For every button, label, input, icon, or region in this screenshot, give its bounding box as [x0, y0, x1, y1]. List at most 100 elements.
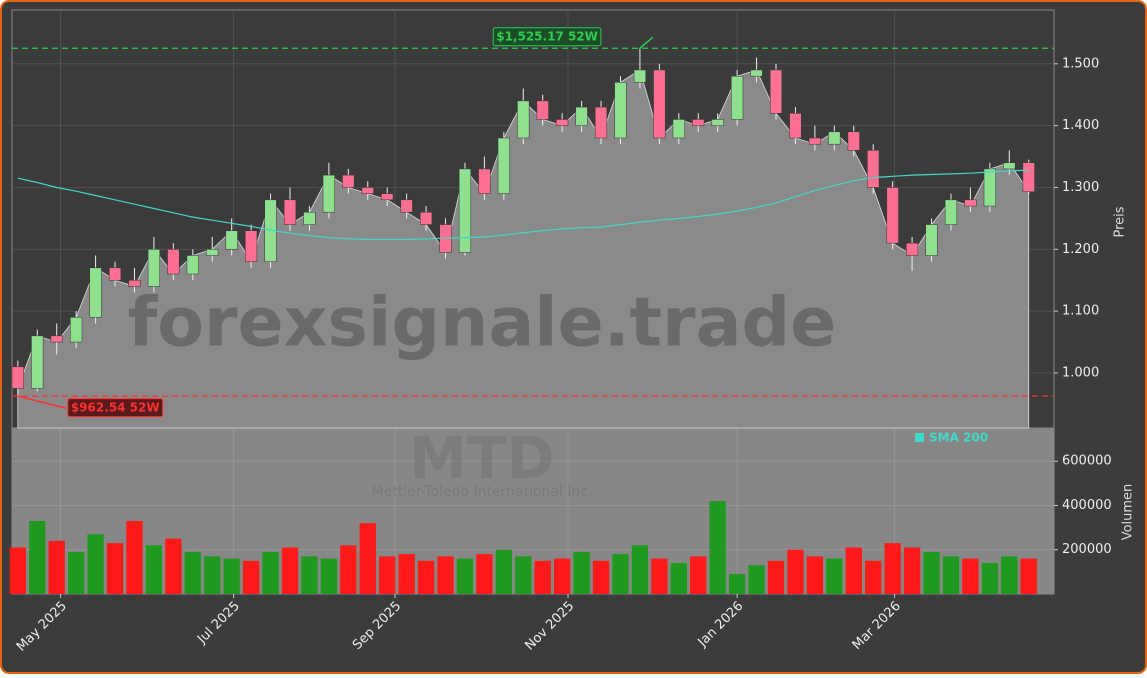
candle-body — [556, 119, 569, 126]
watermark: forexsignale.trade — [128, 284, 837, 363]
candle-body — [944, 199, 958, 225]
candle-body — [886, 187, 899, 244]
volume-bar — [884, 543, 901, 594]
annotation-arrow — [17, 395, 67, 409]
volume-bar — [204, 556, 221, 594]
candle-body — [89, 267, 102, 318]
candle-body — [283, 199, 297, 225]
candle-body — [925, 224, 938, 256]
volume-bar — [126, 520, 143, 594]
y-tick-label: 1.000 — [1062, 365, 1099, 380]
volume-bar — [767, 560, 785, 594]
y-tick-label: 1.200 — [1062, 242, 1099, 257]
candle-body — [906, 242, 919, 256]
candle-body — [31, 335, 44, 389]
candle-body — [1003, 162, 1016, 170]
volume-bar — [806, 556, 824, 594]
candle-body — [303, 211, 316, 225]
candle-body — [225, 230, 238, 250]
volume-bar — [223, 558, 240, 594]
volume-bar — [398, 554, 415, 594]
volume-bar — [962, 558, 979, 594]
volume-bar — [476, 554, 493, 594]
volume-bar — [748, 565, 765, 594]
candle-body — [206, 249, 219, 256]
volume-bar — [845, 547, 862, 594]
y-tick-label: 1.300 — [1062, 180, 1099, 195]
y-tick-label: 1.400 — [1062, 118, 1099, 133]
volume-bar — [573, 551, 590, 594]
annotation-label: $1,525.17 52W — [496, 30, 598, 44]
candle-body — [575, 106, 588, 126]
volume-bar — [106, 543, 124, 594]
candle-body — [108, 267, 122, 281]
volume-bar — [320, 558, 338, 594]
candle-body — [983, 168, 996, 207]
volume-bar — [262, 551, 279, 594]
volume-bar — [1001, 556, 1018, 594]
candle-body — [458, 168, 472, 253]
candle-body — [672, 119, 685, 139]
volume-bar — [379, 556, 396, 594]
annotation-label: $962.54 52W — [71, 401, 160, 415]
y-tick-label: 1.100 — [1062, 304, 1099, 319]
volume-bar — [534, 560, 551, 594]
volume-bar — [29, 520, 46, 594]
y2-axis-label: Volumen — [1121, 484, 1136, 541]
legend-label: SMA 200 — [929, 431, 988, 445]
sma-line — [17, 169, 1029, 240]
candle-body — [11, 366, 24, 389]
volume-bar — [651, 558, 668, 594]
candle-body — [633, 69, 647, 83]
volume-bar — [709, 501, 726, 594]
volume-bar — [456, 558, 474, 594]
candle-body — [419, 211, 433, 225]
volume-bar — [728, 574, 746, 594]
y2-tick-label: 600000 — [1062, 454, 1112, 469]
candle-body — [692, 119, 705, 126]
volume-bar — [1020, 558, 1037, 594]
volume-bar — [340, 545, 357, 594]
volume-bar — [437, 556, 454, 594]
volume-bar — [301, 556, 318, 594]
legend-swatch — [915, 433, 924, 442]
company-watermark: Mettler-Toledo International Inc. — [372, 484, 593, 500]
candle-body — [828, 131, 841, 145]
volume-bar — [690, 556, 707, 594]
volume-bar — [515, 556, 532, 594]
candle-body — [847, 131, 860, 151]
volume-bar — [826, 558, 843, 594]
candle-body — [711, 119, 724, 126]
volume-bar — [184, 551, 201, 594]
volume-bar — [923, 551, 940, 594]
volume-bar — [670, 563, 687, 594]
y-tick-label: 1.500 — [1062, 56, 1099, 71]
candle-body — [381, 193, 394, 201]
volume-bar — [612, 554, 629, 594]
candle-body — [186, 255, 199, 275]
volume-bar — [592, 560, 610, 594]
volume-bar — [281, 547, 299, 594]
volume-bar — [495, 549, 513, 594]
volume-bar — [417, 560, 435, 594]
volume-bar — [631, 545, 649, 594]
candle-body — [789, 113, 802, 139]
candle-body — [478, 168, 491, 194]
candle-body — [750, 69, 763, 77]
candle-body — [322, 174, 335, 213]
volume-bar — [165, 538, 182, 594]
volume-bar — [145, 545, 163, 594]
candle-body — [128, 279, 141, 287]
annotation-box — [492, 27, 602, 47]
candle-body — [536, 100, 549, 120]
volume-bar — [242, 560, 260, 594]
volume-bar — [787, 549, 804, 594]
candle-body — [497, 137, 510, 194]
candle-body — [653, 69, 666, 139]
candle-body — [361, 187, 374, 194]
annotation-arrow — [639, 36, 654, 49]
candle-body — [342, 174, 355, 188]
volume-bar — [942, 556, 960, 594]
y-axis-label: Preis — [1113, 206, 1128, 237]
